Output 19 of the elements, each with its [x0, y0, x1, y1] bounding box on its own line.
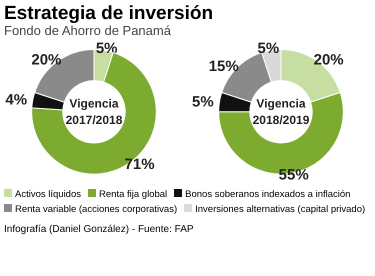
legend-label: Inversiones alternativas (capital privado)	[194, 203, 366, 217]
data-label: 5%	[192, 94, 214, 111]
legend-label: Bonos soberanos indexados a inflación	[184, 188, 350, 202]
data-label: 20%	[314, 52, 344, 69]
text: Infografía (Daniel González) - Fuente: FAP	[4, 223, 194, 237]
data-label: 71%	[124, 156, 155, 174]
chart-title: Estrategia de inversión	[4, 2, 214, 25]
legend-label: Renta variable (acciones corporativas)	[14, 203, 178, 217]
data-label: 20%	[31, 52, 62, 69]
data-label: 5%	[257, 40, 280, 58]
data-label: 4%	[5, 92, 28, 109]
chart-subtitle: Fondo de Ahorro de Panamá	[4, 23, 171, 40]
data-label: 55%	[278, 166, 309, 184]
data-label: 15%	[208, 58, 239, 76]
slice-label: Vigencia 2018/2019	[252, 96, 310, 128]
data-label: 5%	[96, 40, 118, 58]
legend-label: Renta fija global	[98, 188, 168, 202]
legend-label: Activos líquidos	[14, 188, 82, 202]
slice-label: Vigencia 2017/2018	[66, 96, 123, 128]
